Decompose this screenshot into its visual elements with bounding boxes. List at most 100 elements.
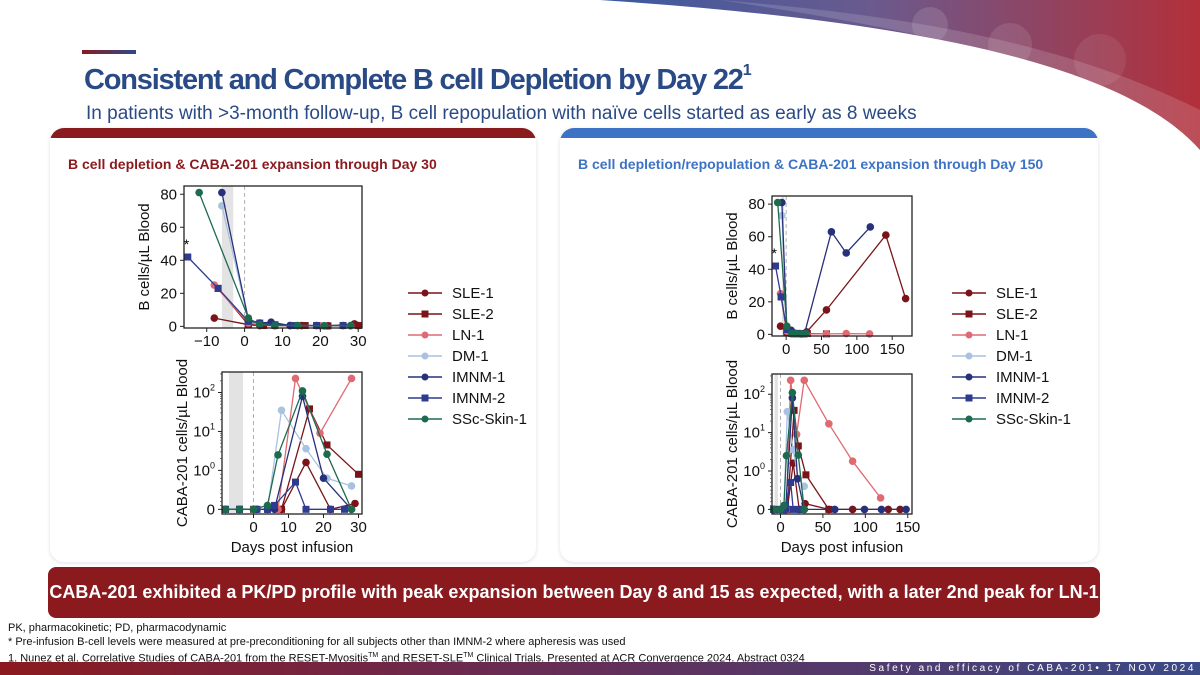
legend-marker (965, 394, 973, 402)
series-line-ln-1 (213, 284, 351, 327)
series-line-sle-1 (225, 460, 356, 511)
x-tick-label: 0 (249, 519, 257, 536)
data-point (249, 505, 258, 514)
y-axis-label: CABA-201 cells/µL Blood (724, 360, 741, 528)
y-tick-label: 60 (160, 219, 177, 236)
y-tick-label: 0 (207, 501, 215, 518)
legend-marker (421, 331, 429, 339)
footer-bar (0, 662, 1200, 675)
x-tick-label: 20 (312, 333, 329, 350)
data-point (780, 501, 788, 510)
left-panel: B cell depletion & CABA-201 expansion th… (50, 128, 536, 562)
legend-marker (421, 310, 429, 318)
preconditioning-shading (774, 374, 778, 514)
legend-marker (421, 373, 429, 381)
series-line-imnm-2 (187, 256, 344, 327)
y-tick-label: 101 (743, 423, 765, 442)
data-point (848, 457, 857, 466)
data-point (298, 387, 307, 395)
conclusion-banner: CABA-201 exhibited a PK/PD profile with … (48, 567, 1100, 618)
right-panel-heading: B cell depletion/repopulation & CABA-201… (578, 156, 1044, 172)
y-tick-label: 60 (748, 229, 765, 246)
left-panel-heading: B cell depletion & CABA-201 expansion th… (68, 156, 437, 172)
data-point (302, 444, 310, 453)
legend-label: LN-1 (996, 327, 1029, 344)
x-tick-label: 100 (853, 519, 878, 536)
x-tick-label: 50 (813, 341, 830, 358)
x-tick-label: −10 (194, 333, 219, 350)
data-point (319, 474, 328, 482)
right-panel: B cell depletion/repopulation & CABA-201… (560, 128, 1098, 562)
page-title: Consistent and Complete B cell Depletion… (84, 62, 752, 96)
data-point (786, 376, 795, 385)
legend-item-imnm-2: IMNM-2 (408, 390, 505, 407)
legend-label: LN-1 (452, 327, 485, 344)
footnotes: PK, pharmacokinetic; PD, pharmacodynamic… (8, 621, 805, 666)
legend-marker (421, 352, 429, 360)
plot-frame (183, 185, 363, 329)
title-accent-line (82, 50, 136, 54)
chart-right-top: * 0 50 100 150 0 20 40 60 80 B cells/µL Blood (724, 195, 913, 358)
legend-marker (965, 352, 973, 360)
legend-label: SLE-1 (996, 285, 1038, 302)
data-point (292, 478, 299, 486)
series-line-dm-1 (225, 408, 352, 510)
y-tick-label: 100 (193, 460, 215, 479)
y-tick-label: 0 (757, 501, 765, 518)
series-line-dm-1 (221, 205, 351, 327)
legend-label: DM-1 (452, 348, 489, 365)
x-tick-label: 100 (844, 341, 869, 358)
data-point (351, 499, 359, 508)
legend-marker (965, 331, 973, 339)
data-point (274, 451, 282, 459)
footer-text: Safety and efficacy of CABA-201• 17 NOV … (869, 663, 1196, 674)
data-point (822, 306, 831, 314)
data-point (277, 406, 286, 415)
legend-marker (965, 310, 973, 318)
data-point (355, 470, 362, 478)
data-point (323, 441, 331, 449)
data-point (876, 494, 885, 502)
legend-label: IMNM-1 (452, 369, 505, 386)
data-point (354, 322, 362, 330)
data-point (323, 450, 331, 459)
data-point (218, 188, 226, 197)
data-point (776, 322, 785, 331)
data-point (882, 231, 890, 239)
legend-marker (965, 289, 973, 297)
data-point (347, 482, 356, 490)
legend-label: IMNM-1 (996, 369, 1049, 386)
data-point (347, 505, 356, 514)
y-tick-label: 20 (160, 285, 177, 302)
legend-label: IMNM-2 (452, 390, 505, 407)
x-tick-label: 20 (315, 519, 332, 536)
page-subtitle: In patients with >3-month follow-up, B c… (86, 103, 917, 124)
x-tick-label: 30 (350, 333, 367, 350)
legend-item-sle-2: SLE-2 (408, 306, 494, 323)
data-point (327, 505, 334, 513)
y-tick-label: 100 (743, 461, 765, 480)
data-point (827, 228, 836, 236)
y-axis-label: B cells/µL Blood (724, 212, 741, 319)
data-point (794, 451, 803, 459)
legend: SLE-1 SLE-2 LN-1 DM-1 IMNM-1 IMNM-2 SSc-Skin-1 (952, 285, 1071, 428)
legend-item-sle-1: SLE-1 (952, 285, 1038, 302)
legend-marker (421, 415, 429, 423)
asterisk-annotation: * (184, 236, 190, 252)
data-point (825, 419, 833, 428)
data-point (263, 501, 272, 510)
footnote-asterisk: * Pre-infusion B-cell levels were measur… (8, 636, 626, 648)
data-point (789, 505, 797, 513)
y-tick-label: 40 (160, 252, 177, 269)
data-point (773, 198, 782, 207)
right-charts: * 0 50 100 150 0 20 40 60 80 B cells/µL Blood 0 50 10… (724, 195, 1071, 556)
data-point (783, 407, 792, 416)
y-tick-label: 0 (169, 318, 177, 335)
legend-label: DM-1 (996, 348, 1033, 365)
data-point (830, 505, 839, 514)
legend-item-dm-1: DM-1 (952, 348, 1033, 365)
legend-label: SLE-2 (996, 306, 1038, 323)
plot-frame (771, 195, 913, 337)
